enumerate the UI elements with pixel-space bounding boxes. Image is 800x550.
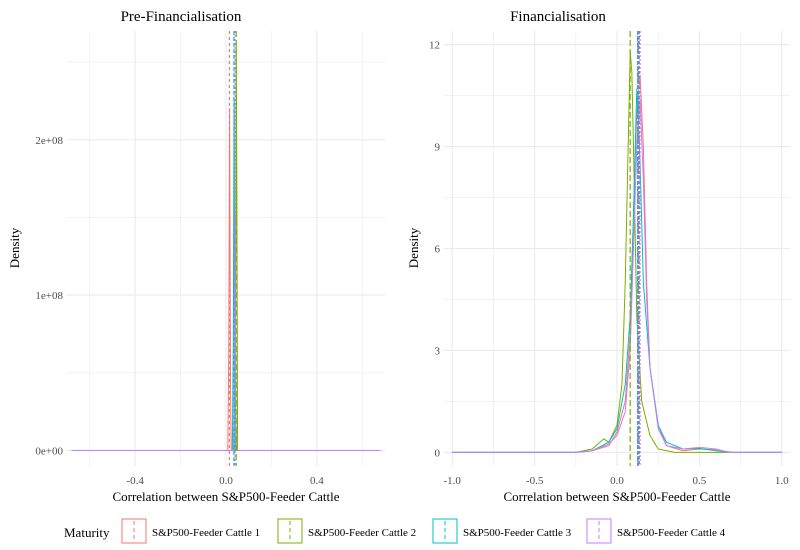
legend-item-4: S&P500-Feeder Cattle 4 (586, 518, 726, 544)
plot-area (71, 31, 381, 466)
y-tick-label: 6 (435, 244, 441, 256)
x-tick-label: 0.5 (693, 475, 707, 487)
y-tick-label: 3 (435, 345, 441, 357)
panel-title: Pre-Financialisation (121, 9, 242, 25)
legend: Maturity S&P500-Feeder Cattle 1 S&P500-Fe… (64, 518, 726, 544)
x-tick-label: -1.0 (444, 475, 462, 487)
legend-label: S&P500-Feeder Cattle 4 (617, 527, 726, 539)
plot-area (452, 31, 782, 466)
y-tick-label: 1e+08 (35, 290, 63, 302)
x-tick-label: -0.4 (126, 475, 144, 487)
y-tick-label: 0 (435, 447, 441, 459)
density-line-1 (452, 74, 782, 453)
x-axis-label: Correlation between S&P500-Feeder Cattle (112, 489, 339, 504)
x-tick-label: 0.0 (610, 475, 624, 487)
gridlines (444, 31, 790, 466)
panel-pre-financialisation: Pre-Financialisation -0.4 0.0 0.4 0e+00 1e+0… (7, 9, 385, 504)
legend-label: S&P500-Feeder Cattle 2 (308, 527, 416, 539)
legend-item-3: S&P500-Feeder Cattle 3 (432, 518, 572, 544)
legend-title: Maturity (64, 525, 110, 540)
panel-financialisation: Financialisation -1.0 -0.5 0.0 0.5 1.0 0 3 6 9 12… (406, 9, 790, 504)
y-tick-label: 12 (429, 40, 440, 52)
tick-labels: -0.4 0.0 0.4 0e+00 1e+08 2e+08 (35, 135, 324, 487)
y-tick-label: 9 (435, 142, 441, 154)
x-tick-label: 0.0 (219, 475, 233, 487)
legend-label: S&P500-Feeder Cattle 3 (463, 527, 572, 539)
x-tick-label: 1.0 (775, 475, 789, 487)
panel-title: Financialisation (510, 9, 606, 25)
legend-item-2: S&P500-Feeder Cattle 2 (277, 518, 416, 544)
tick-labels: -1.0 -0.5 0.0 0.5 1.0 0 3 6 9 12 (429, 40, 789, 487)
legend-items: S&P500-Feeder Cattle 1 S&P500-Feeder Catt… (121, 518, 726, 544)
y-tick-label: 2e+08 (35, 135, 63, 147)
x-tick-label: 0.4 (310, 475, 324, 487)
density-line-4 (452, 98, 782, 453)
x-axis-label: Correlation between S&P500-Feeder Cattle (503, 489, 730, 504)
legend-item-1: S&P500-Feeder Cattle 1 (121, 518, 260, 544)
y-axis-label: Density (7, 227, 22, 268)
y-axis-label: Density (406, 227, 421, 268)
x-tick-label: -0.5 (526, 475, 544, 487)
y-tick-label: 0e+00 (35, 445, 63, 457)
density-line-2 (452, 50, 782, 453)
gridlines (67, 31, 385, 466)
legend-label: S&P500-Feeder Cattle 1 (152, 527, 260, 539)
